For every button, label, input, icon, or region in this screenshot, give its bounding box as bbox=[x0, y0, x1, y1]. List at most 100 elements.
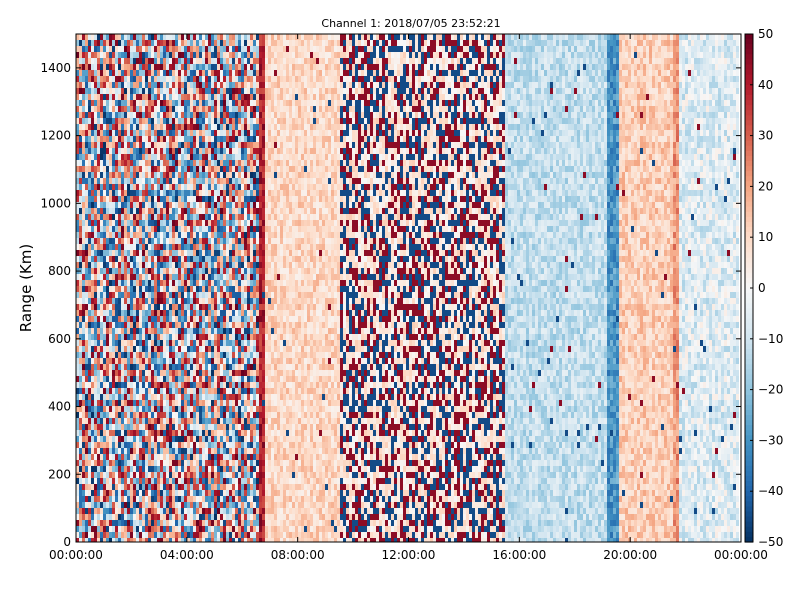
heatmap-cell bbox=[223, 40, 226, 46]
heatmap-cell bbox=[169, 490, 172, 496]
heatmap-cell bbox=[193, 100, 196, 106]
heatmap-cell bbox=[139, 310, 142, 316]
heatmap-cell bbox=[124, 358, 127, 364]
heatmap-cell bbox=[247, 136, 250, 142]
heatmap-cell bbox=[130, 100, 133, 106]
heatmap-cell bbox=[244, 208, 247, 214]
heatmap-cell bbox=[250, 142, 253, 148]
heatmap-cell bbox=[223, 94, 226, 100]
heatmap-cell bbox=[163, 166, 166, 172]
heatmap-cell bbox=[94, 82, 97, 88]
heatmap-cell bbox=[112, 322, 115, 328]
heatmap-cell bbox=[199, 178, 202, 184]
heatmap-cell bbox=[226, 250, 229, 256]
heatmap-cell bbox=[121, 184, 124, 190]
heatmap-cell bbox=[211, 64, 214, 70]
heatmap-cell bbox=[175, 478, 178, 484]
heatmap-cell bbox=[244, 76, 247, 82]
heatmap-cell bbox=[211, 202, 214, 208]
heatmap-cell bbox=[250, 388, 253, 394]
heatmap-cell bbox=[145, 466, 148, 472]
heatmap-cell bbox=[232, 238, 235, 244]
heatmap-cell bbox=[163, 496, 166, 502]
heatmap-cell bbox=[154, 436, 157, 442]
heatmap-cell bbox=[97, 424, 100, 430]
heatmap-cell bbox=[130, 154, 133, 160]
heatmap-cell bbox=[121, 286, 124, 292]
heatmap-cell bbox=[154, 478, 157, 484]
heatmap-cell bbox=[139, 514, 142, 520]
heatmap-cell bbox=[106, 166, 109, 172]
heatmap-cell bbox=[232, 88, 235, 94]
heatmap-cell bbox=[214, 136, 217, 142]
heatmap-cell bbox=[82, 130, 85, 136]
heatmap-cell bbox=[85, 124, 88, 130]
heatmap-cell bbox=[244, 334, 247, 340]
heatmap-cell bbox=[118, 502, 121, 508]
heatmap-cell bbox=[226, 478, 229, 484]
heatmap-cell bbox=[100, 466, 103, 472]
heatmap-cell bbox=[121, 370, 124, 376]
heatmap-cell bbox=[148, 298, 151, 304]
heatmap-cell bbox=[220, 328, 223, 334]
heatmap-cell bbox=[178, 304, 181, 310]
heatmap-cell bbox=[145, 340, 148, 346]
heatmap-cell bbox=[244, 250, 247, 256]
heatmap-cell bbox=[88, 130, 91, 136]
heatmap-cell bbox=[190, 226, 193, 232]
heatmap-cell bbox=[211, 466, 214, 472]
heatmap-cell bbox=[181, 184, 184, 190]
heatmap-cell bbox=[211, 238, 214, 244]
heatmap-cell bbox=[217, 184, 220, 190]
heatmap-cell bbox=[148, 376, 151, 382]
heatmap-cell bbox=[202, 94, 205, 100]
heatmap-cell bbox=[124, 532, 127, 538]
heatmap-cell bbox=[232, 148, 235, 154]
heatmap-cell bbox=[202, 466, 205, 472]
heatmap-cell bbox=[124, 118, 127, 124]
heatmap-cell bbox=[154, 508, 157, 514]
heatmap-cell bbox=[169, 172, 172, 178]
heatmap-cell bbox=[166, 88, 169, 94]
heatmap-cell bbox=[235, 322, 238, 328]
heatmap-cell bbox=[115, 100, 118, 106]
heatmap-cell bbox=[250, 316, 253, 322]
heatmap-cell bbox=[82, 46, 85, 52]
heatmap-cell bbox=[178, 280, 181, 286]
heatmap-cell bbox=[238, 292, 241, 298]
heatmap-cell bbox=[202, 370, 205, 376]
heatmap-cell bbox=[184, 274, 187, 280]
heatmap-cell bbox=[160, 250, 163, 256]
heatmap-cell bbox=[82, 322, 85, 328]
heatmap-cell bbox=[211, 124, 214, 130]
heatmap-cell bbox=[199, 190, 202, 196]
heatmap-cell bbox=[163, 172, 166, 178]
heatmap-cell bbox=[163, 472, 166, 478]
heatmap-cell bbox=[247, 322, 250, 328]
heatmap-cell bbox=[178, 70, 181, 76]
heatmap-cell bbox=[151, 310, 154, 316]
heatmap-cell bbox=[187, 436, 190, 442]
heatmap-cell bbox=[190, 376, 193, 382]
heatmap-cell bbox=[127, 244, 130, 250]
heatmap-cell bbox=[175, 310, 178, 316]
heatmap-cell bbox=[169, 226, 172, 232]
heatmap-cell bbox=[241, 514, 244, 520]
heatmap-cell bbox=[208, 148, 211, 154]
heatmap-cell bbox=[103, 520, 106, 526]
heatmap-cell bbox=[139, 262, 142, 268]
heatmap-cell bbox=[151, 322, 154, 328]
heatmap-cell bbox=[226, 406, 229, 412]
heatmap-cell bbox=[85, 418, 88, 424]
heatmap-cell bbox=[151, 388, 154, 394]
heatmap-cell bbox=[106, 526, 109, 532]
heatmap-cell bbox=[133, 496, 136, 502]
heatmap-cell bbox=[124, 46, 127, 52]
heatmap-cell bbox=[112, 286, 115, 292]
heatmap-cell bbox=[217, 130, 220, 136]
heatmap-cell bbox=[178, 478, 181, 484]
heatmap-cell bbox=[79, 382, 82, 388]
heatmap-cell bbox=[187, 154, 190, 160]
heatmap-cell bbox=[202, 112, 205, 118]
heatmap-cell bbox=[103, 142, 106, 148]
